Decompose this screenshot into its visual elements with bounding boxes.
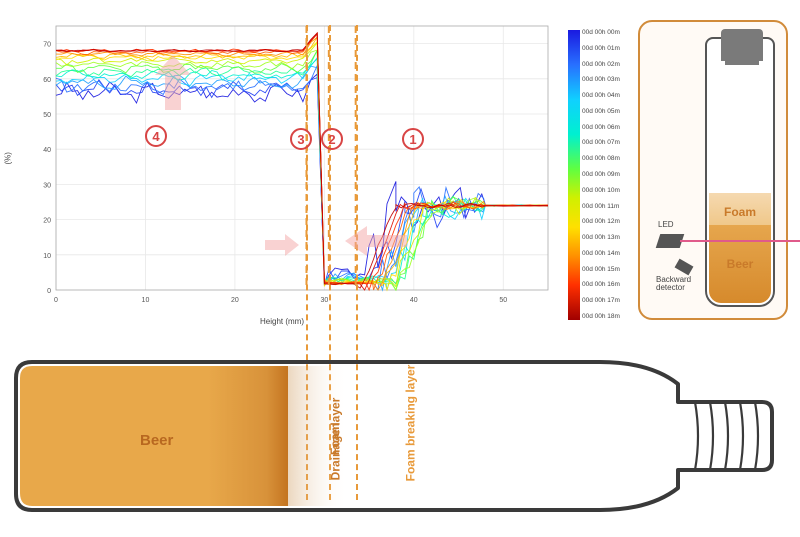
led-label: LED bbox=[658, 220, 674, 229]
vial-diagram: LED Backward detector Foam Beer Forward … bbox=[638, 20, 788, 320]
colorbar-tick: 00d 00h 17m bbox=[582, 298, 620, 305]
svg-text:30: 30 bbox=[320, 297, 328, 304]
colorbar-labels: 00d 00h 00m 00d 00h 01m 00d 00h 02m 00d 00h… bbox=[582, 30, 632, 320]
zone-label: Foam bbox=[328, 423, 342, 455]
vial-neck bbox=[725, 55, 759, 65]
svg-text:50: 50 bbox=[499, 297, 507, 304]
svg-text:40: 40 bbox=[43, 147, 51, 154]
svg-text:10: 10 bbox=[142, 297, 150, 304]
vial-body: Foam Beer bbox=[705, 37, 775, 307]
region-marker-4: 4 bbox=[145, 125, 167, 147]
colorbar-tick: 00d 00h 10m bbox=[582, 188, 620, 195]
svg-text:0: 0 bbox=[54, 297, 58, 304]
svg-text:20: 20 bbox=[43, 218, 51, 225]
svg-text:50: 50 bbox=[43, 112, 51, 119]
colorbar-tick: 00d 00h 12m bbox=[582, 219, 620, 226]
colorbar-tick: 00d 00h 09m bbox=[582, 172, 620, 179]
zone-label: Foam breaking layer bbox=[403, 365, 417, 482]
colorbar-tick: 00d 00h 06m bbox=[582, 125, 620, 132]
colorbar-tick: 00d 00h 15m bbox=[582, 267, 620, 274]
colorbar-tick: 00d 00h 13m bbox=[582, 235, 620, 242]
svg-text:20: 20 bbox=[231, 297, 239, 304]
bottle-diagram bbox=[10, 348, 790, 523]
colorbar-tick: 00d 00h 01m bbox=[582, 46, 620, 53]
colorbar-tick: 00d 00h 02m bbox=[582, 62, 620, 69]
arrow-up-icon bbox=[155, 55, 191, 110]
y-axis-label: (%) bbox=[4, 152, 13, 164]
colorbar-tick: 00d 00h 05m bbox=[582, 109, 620, 116]
colorbar-tick: 00d 00h 18m bbox=[582, 314, 620, 321]
colorbar-tick: 00d 00h 16m bbox=[582, 282, 620, 289]
svg-text:0: 0 bbox=[47, 288, 51, 295]
vial-beer-label: Beer bbox=[707, 257, 773, 271]
colorbar-tick: 00d 00h 07m bbox=[582, 140, 620, 147]
colorbar-tick: 00d 00h 11m bbox=[582, 204, 619, 211]
colorbar-tick: 00d 00h 00m bbox=[582, 30, 620, 37]
svg-text:10: 10 bbox=[43, 253, 51, 260]
chart-canvas: 0 10 20 30 40 50 0 10 20 30 40 50 60 70 bbox=[28, 18, 558, 318]
arrow-left-icon bbox=[345, 226, 407, 256]
laser-beam bbox=[680, 240, 800, 242]
colorbar-tick: 00d 00h 04m bbox=[582, 93, 620, 100]
zone-label: Beer bbox=[140, 432, 173, 449]
svg-text:70: 70 bbox=[43, 42, 51, 49]
region-marker-3: 3 bbox=[290, 128, 312, 150]
colorbar-tick: 00d 00h 08m bbox=[582, 156, 620, 163]
x-axis-label: Height (mm) bbox=[260, 317, 304, 326]
svg-text:30: 30 bbox=[43, 182, 51, 189]
region-marker-2: 2 bbox=[321, 128, 343, 150]
svg-text:60: 60 bbox=[43, 77, 51, 84]
svg-text:40: 40 bbox=[410, 297, 418, 304]
colorbar-tick: 00d 00h 03m bbox=[582, 77, 620, 84]
backward-detector-label: Backward detector bbox=[656, 276, 698, 292]
backward-detector-icon bbox=[675, 259, 694, 276]
region-marker-1: 1 bbox=[402, 128, 424, 150]
colorbar bbox=[568, 30, 580, 320]
colorbar-tick: 00d 00h 14m bbox=[582, 251, 620, 258]
arrow-right-icon bbox=[265, 234, 299, 256]
line-chart: 0 10 20 30 40 50 0 10 20 30 40 50 60 70 bbox=[28, 18, 558, 318]
vial-foam-label: Foam bbox=[707, 205, 773, 219]
bottle-canvas bbox=[10, 348, 790, 523]
